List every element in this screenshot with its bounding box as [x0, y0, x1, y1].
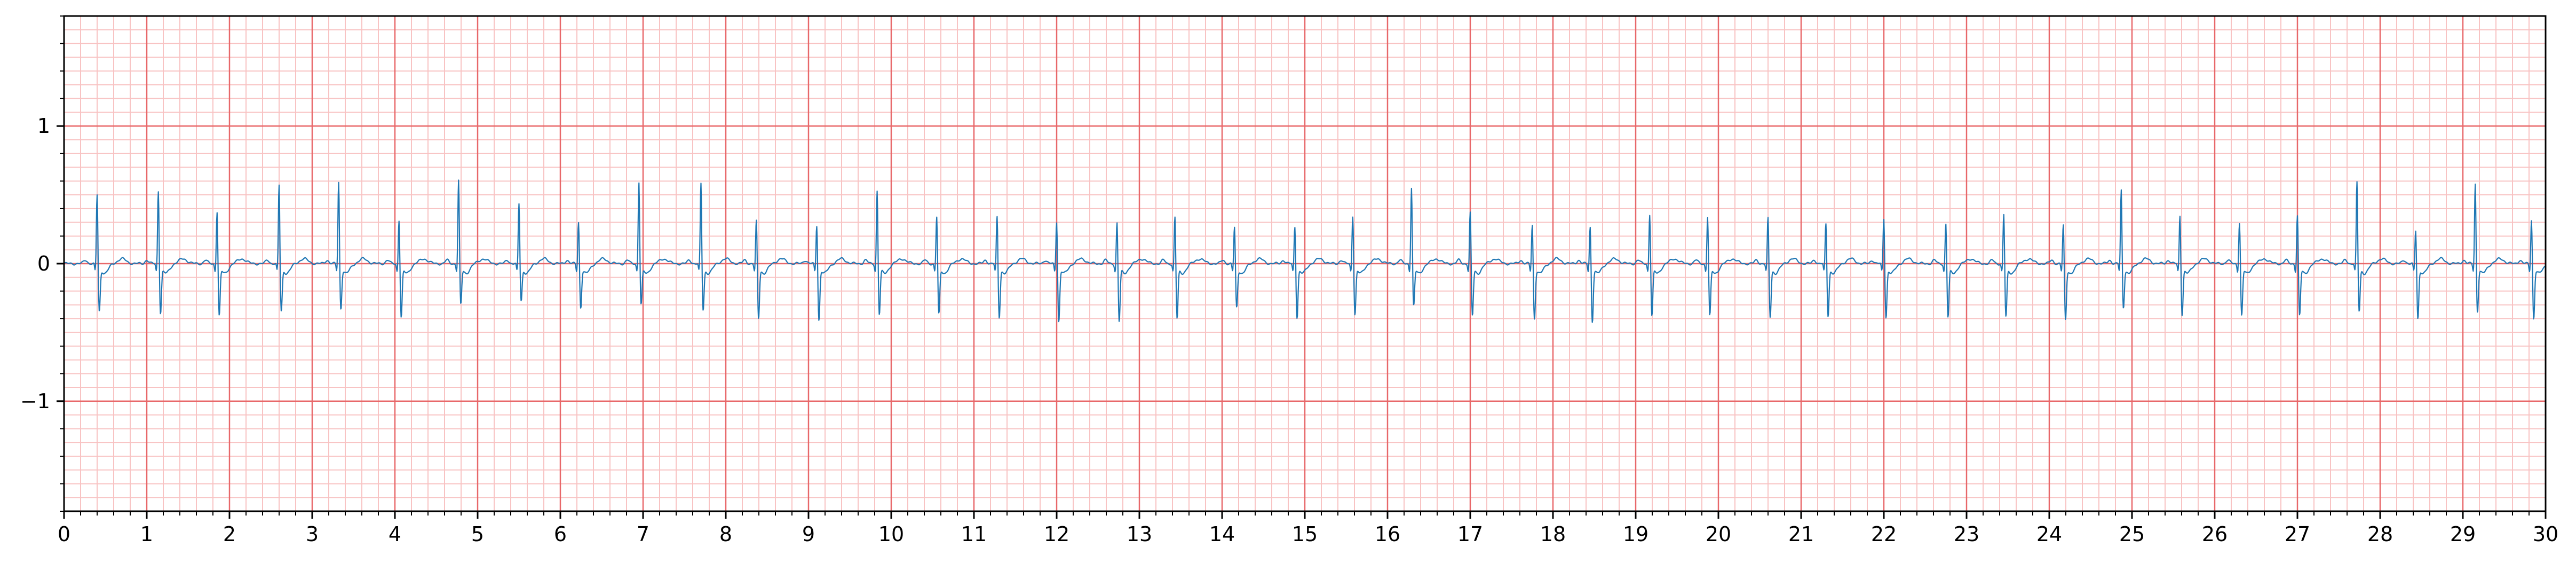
x-tick-label: 22 [1871, 522, 1897, 546]
x-tick-label: 12 [1044, 522, 1069, 546]
y-tick-label: 1 [37, 114, 50, 138]
y-axis-tick-labels: −1 0 1 [20, 114, 50, 413]
x-tick-label: 1 [140, 522, 153, 546]
x-tick-label: 4 [389, 522, 401, 546]
x-tick-label: 29 [2450, 522, 2476, 546]
x-tick-label: 8 [719, 522, 732, 546]
x-tick-label: 27 [2285, 522, 2310, 546]
x-tick-label: 9 [802, 522, 815, 546]
y-tick-label: 0 [37, 252, 50, 275]
x-tick-label: 19 [1623, 522, 1648, 546]
x-tick-label: 23 [1954, 522, 1979, 546]
x-tick-label: 13 [1127, 522, 1152, 546]
x-tick-label: 6 [554, 522, 567, 546]
ecg-signal-line [64, 179, 2546, 323]
x-tick-label: 15 [1292, 522, 1318, 546]
x-tick-label: 25 [2119, 522, 2145, 546]
x-tick-label: 21 [1788, 522, 1814, 546]
x-tick-label: 14 [1209, 522, 1235, 546]
x-tick-label: 26 [2202, 522, 2228, 546]
x-axis-ticks [63, 511, 2547, 519]
x-tick-label: 11 [961, 522, 987, 546]
x-axis-tick-labels: 0 1 2 3 4 5 6 7 8 9 10 11 12 13 14 15 16 17 18 19 20 21 22 23 24… [58, 522, 2558, 546]
x-tick-label: 7 [637, 522, 649, 546]
x-tick-label: 28 [2367, 522, 2393, 546]
x-tick-label: 2 [223, 522, 236, 546]
x-tick-label: 17 [1457, 522, 1483, 546]
signal-layer [64, 179, 2546, 323]
x-tick-label: 20 [1706, 522, 1731, 546]
x-tick-label: 0 [58, 522, 70, 546]
x-tick-label: 18 [1540, 522, 1566, 546]
x-tick-label: 30 [2533, 522, 2558, 546]
x-tick-label: 16 [1375, 522, 1400, 546]
y-tick-label: −1 [20, 390, 50, 413]
x-tick-label: 24 [2036, 522, 2062, 546]
x-tick-label: 10 [878, 522, 904, 546]
x-tick-label: 5 [471, 522, 484, 546]
x-tick-label: 3 [306, 522, 319, 546]
y-axis-ticks [57, 15, 64, 512]
